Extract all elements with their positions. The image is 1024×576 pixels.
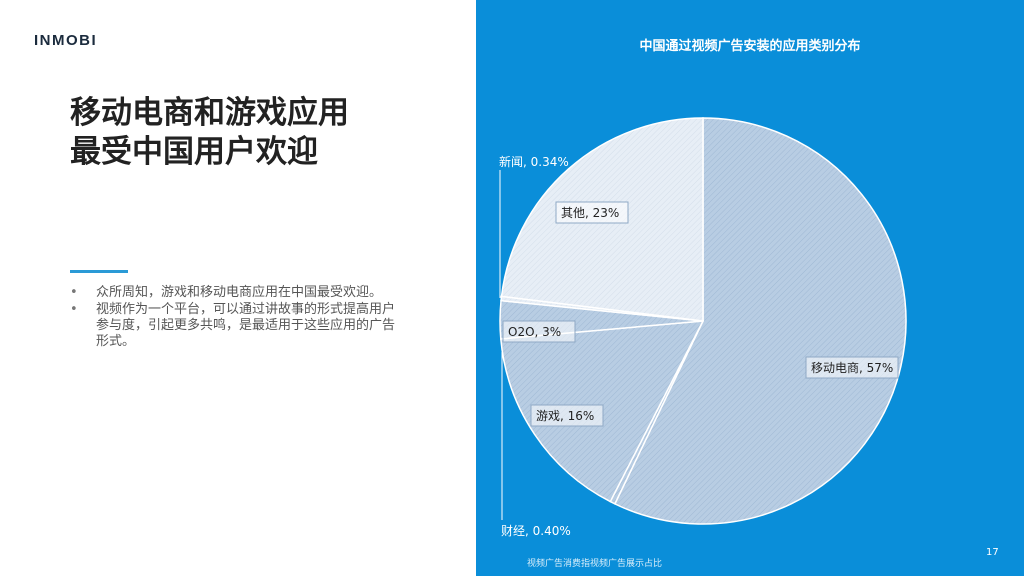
bullet-text: 视频作为一个平台，可以通过讲故事的形式提高用户参与度，引起更多共鸣，是最适用于这… [96, 302, 396, 349]
pie-slice-0 [613, 117, 907, 525]
slice-label-1: 财经, 0.40% [501, 524, 571, 538]
slice-label-text: 游戏, 16% [536, 409, 594, 423]
slice-label-5: 其他, 23% [555, 201, 629, 224]
bullet-item: • 众所周知，游戏和移动电商应用在中国最受欢迎。 [66, 285, 396, 301]
slice-label-text: O2O, 3% [508, 325, 561, 339]
slice-label-0: 移动电商, 57% [805, 356, 899, 379]
left-panel: INMOBI 移动电商和游戏应用 最受中国用户欢迎 • 众所周知，游戏和移动电商… [0, 0, 476, 576]
slice-label-box [555, 201, 629, 224]
chart-title: 中国通过视频广告安装的应用类别分布 [639, 39, 861, 54]
chart-panel: 中国通过视频广告安装的应用类别分布 移动电商, 57% 财经, 0.40% 游戏, … [476, 0, 1024, 576]
page-number: 17 [986, 547, 999, 558]
bullet-marker: • [70, 302, 78, 317]
headline-line-2: 最受中国用户欢迎 [70, 134, 318, 170]
accent-divider [70, 270, 128, 273]
bullet-item: • 视频作为一个平台，可以通过讲故事的形式提高用户参与度，引起更多共鸣，是最适用… [66, 302, 396, 350]
bullet-marker: • [70, 285, 78, 300]
slice-label-3: O2O, 3% [502, 320, 576, 343]
slice-label-box [530, 404, 604, 427]
slice-label-text: 移动电商, 57% [811, 360, 893, 375]
slice-label-text: 财经, 0.40% [501, 524, 571, 538]
slice-label-text: 新闻, 0.34% [499, 154, 569, 169]
slice-label-2: 游戏, 16% [530, 404, 604, 427]
slice-label-box [502, 320, 576, 343]
bullet-list: • 众所周知，游戏和移动电商应用在中国最受欢迎。 • 视频作为一个平台，可以通过… [66, 285, 396, 351]
slice-label-4: 新闻, 0.34% [499, 154, 569, 169]
slice-label-box [805, 356, 899, 379]
bullet-text: 众所周知，游戏和移动电商应用在中国最受欢迎。 [96, 285, 383, 300]
slice-label-text: 其他, 23% [561, 206, 619, 220]
pie-chart: 移动电商, 57% 财经, 0.40% 游戏, 16% O2O, 3% 新闻, 0.34… [499, 117, 907, 538]
footnote: 视频广告消费指视频广告展示占比 [527, 559, 663, 569]
headline-line-1: 移动电商和游戏应用 [70, 95, 349, 131]
slide-headline: 移动电商和游戏应用 最受中国用户欢迎 [70, 94, 430, 172]
inmobi-logo: INMOBI [34, 32, 98, 49]
